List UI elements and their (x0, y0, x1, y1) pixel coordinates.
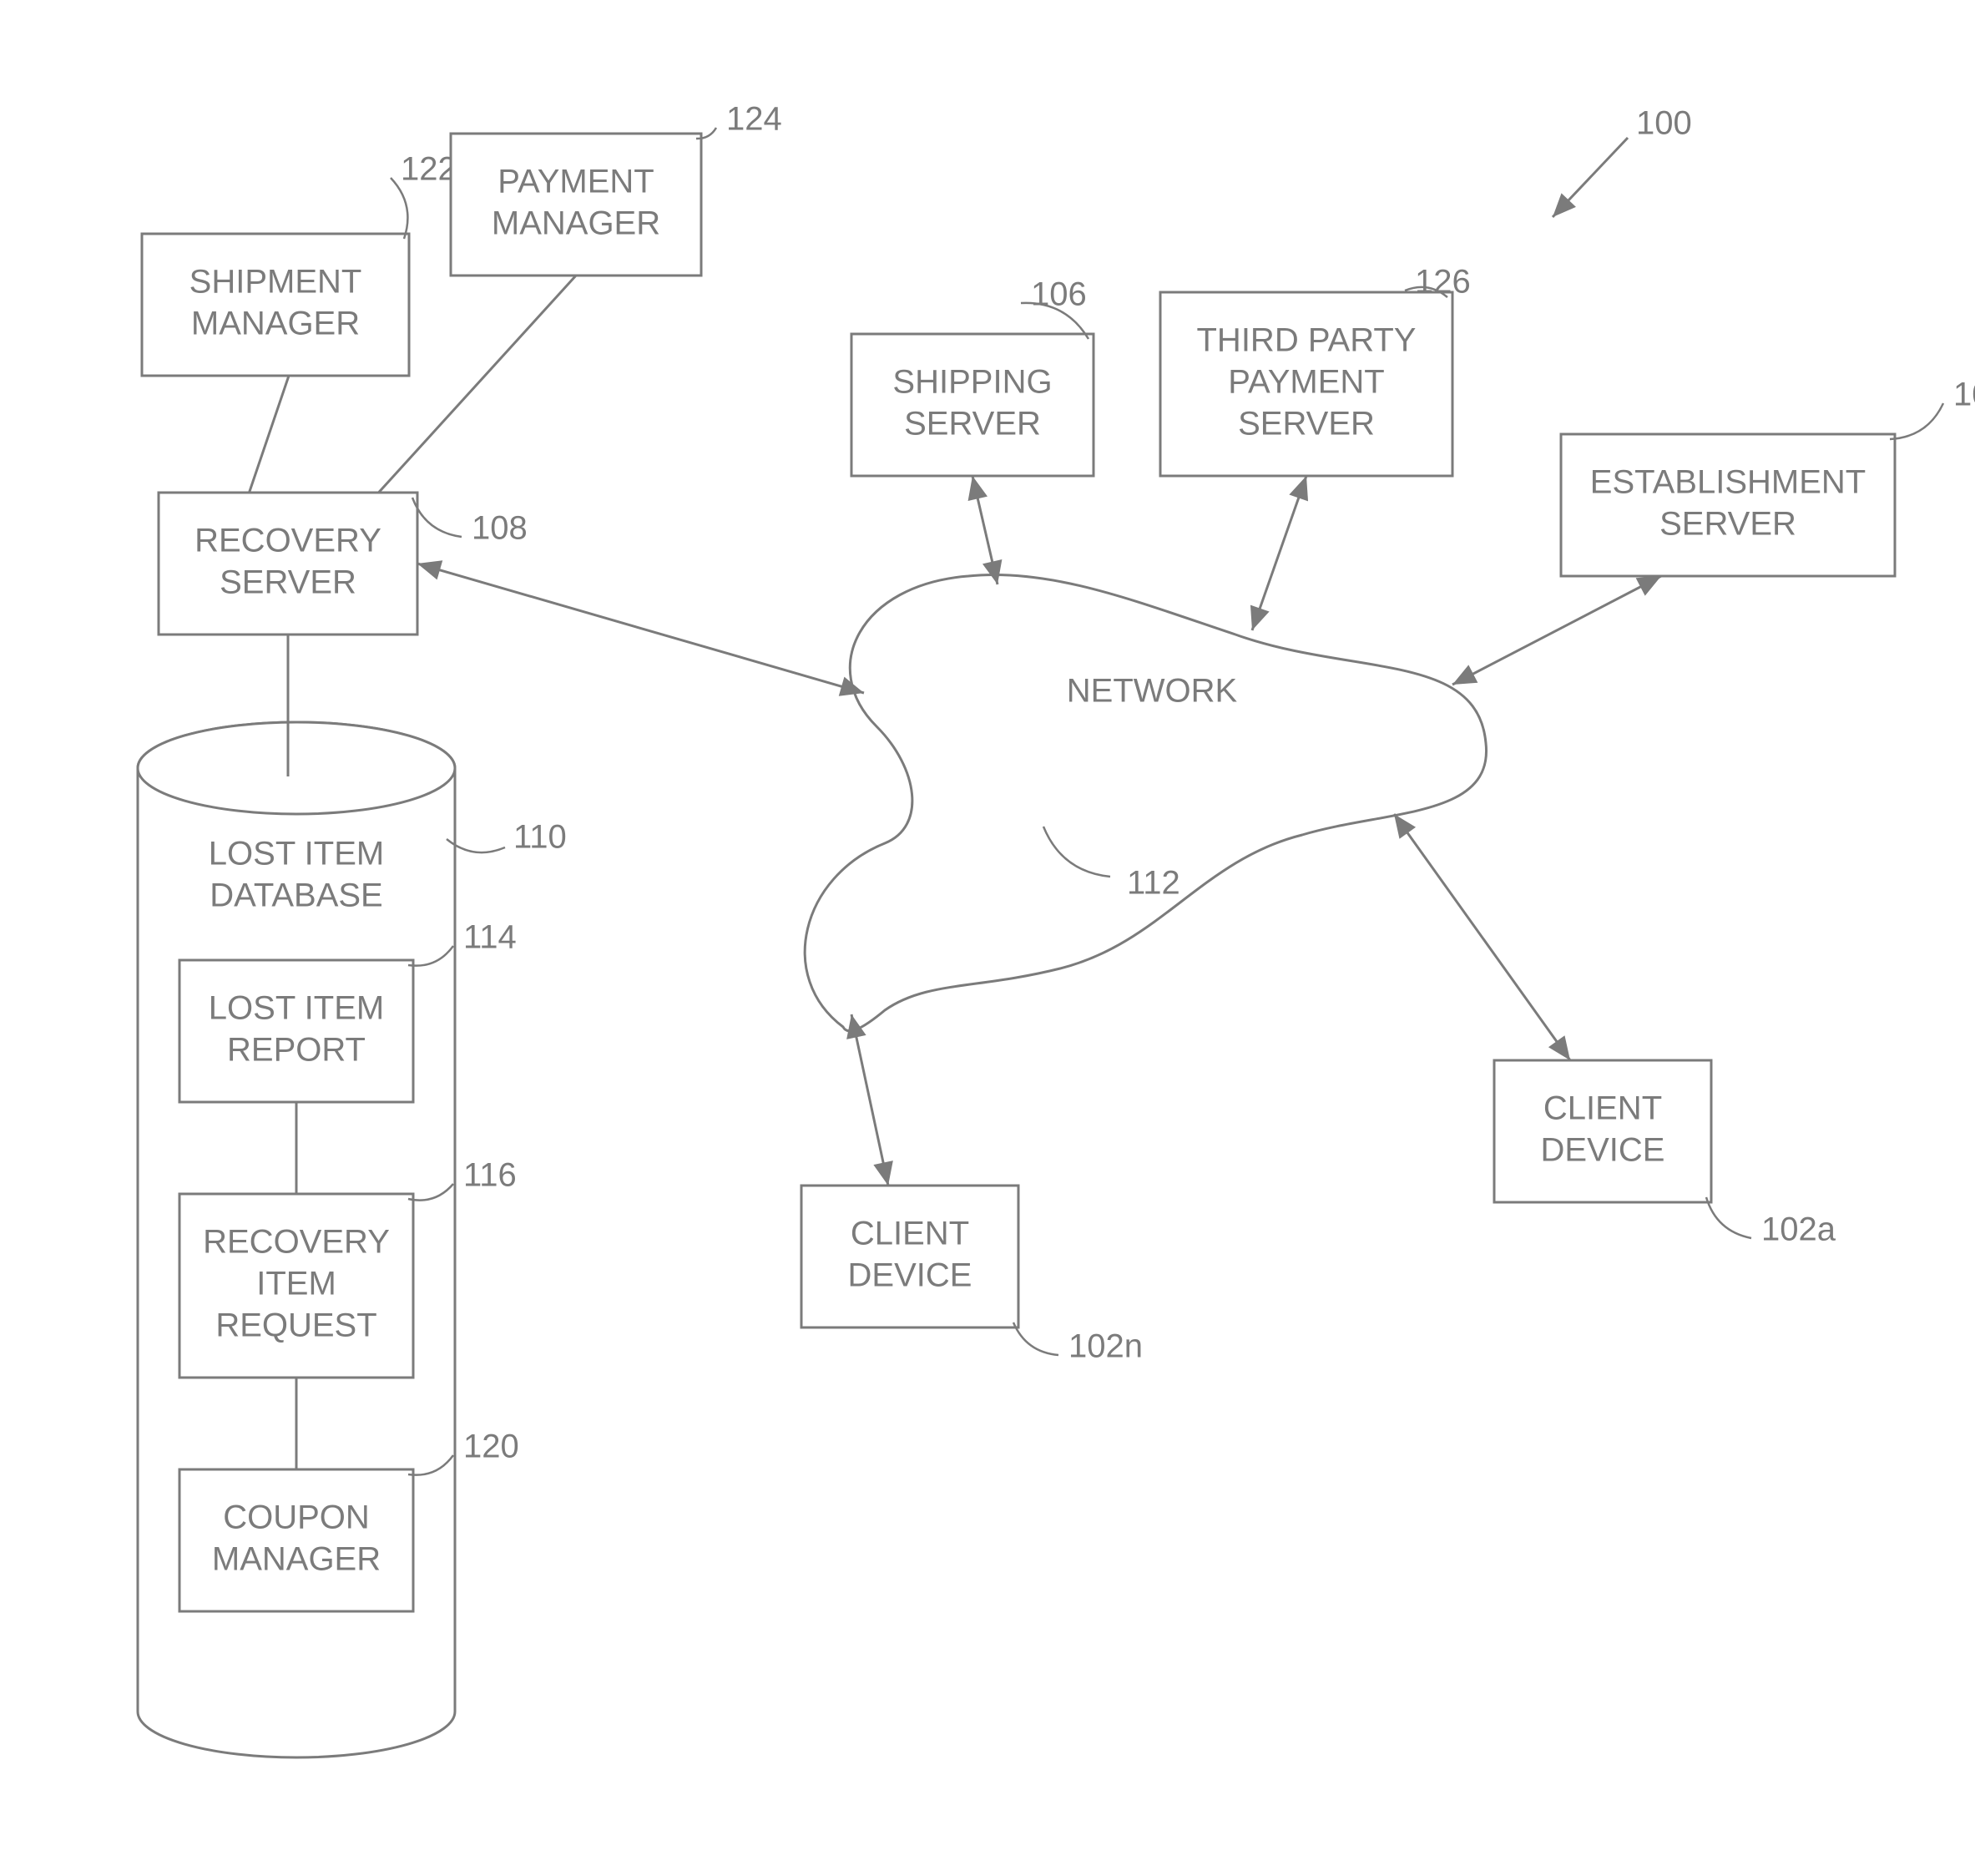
payment-manager-label: MANAGER (492, 205, 660, 242)
client-a-ref: 102a (1761, 1211, 1836, 1248)
establishment-ref: 104 (1953, 377, 1975, 413)
third-party-ref: 126 (1415, 264, 1471, 301)
recovery-request-label: REQUEST (215, 1307, 376, 1344)
shipping-server-label: SHIPPING (892, 364, 1052, 401)
establishment-label: ESTABLISHMENT (1590, 464, 1866, 501)
recovery-server-label: SERVER (220, 564, 356, 601)
shipping-server-label: SERVER (904, 406, 1041, 442)
lost-item-database-ref: 110 (513, 819, 567, 856)
recovery-server-ref: 108 (472, 510, 528, 547)
coupon-manager-ref: 120 (463, 1428, 519, 1465)
establishment-label: SERVER (1659, 506, 1796, 543)
svg-text:LOST ITEM: LOST ITEM (209, 836, 384, 872)
payment-manager-label: PAYMENT (498, 164, 654, 200)
third-party-label: PAYMENT (1228, 364, 1384, 401)
client-a-label: DEVICE (1541, 1132, 1665, 1169)
svg-text:DATABASE: DATABASE (210, 877, 382, 914)
shipment-manager-ref: 122 (401, 151, 457, 188)
edge (1452, 576, 1661, 685)
edge (851, 1014, 888, 1186)
edge (250, 376, 290, 493)
coupon-manager-label: COUPON (223, 1499, 370, 1536)
client-n-label: DEVICE (848, 1257, 972, 1294)
payment-manager-ref: 124 (726, 101, 782, 138)
shipping-server-ref: 106 (1031, 276, 1087, 313)
edge (417, 564, 864, 693)
edge (1394, 814, 1570, 1060)
lost-item-report-label: REPORT (227, 1032, 366, 1069)
third-party-label: SERVER (1238, 406, 1375, 442)
shipment-manager-label: SHIPMENT (189, 264, 362, 301)
recovery-server-label: RECOVERY (194, 523, 381, 559)
lost-item-report-label: LOST ITEM (209, 990, 384, 1027)
client-a-label: CLIENT (1543, 1090, 1662, 1127)
recovery-request-label: ITEM (256, 1266, 336, 1302)
network-label: NETWORK (1067, 673, 1238, 710)
edge (1252, 476, 1306, 630)
shipment-manager-label: MANAGER (191, 306, 360, 342)
client-n-label: CLIENT (851, 1216, 969, 1252)
lost-item-report-ref: 114 (463, 919, 517, 956)
recovery-request-ref: 116 (463, 1157, 517, 1194)
network-ref: 112 (1127, 865, 1180, 902)
figure-ref: 100 (1636, 105, 1692, 142)
third-party-label: THIRD PARTY (1197, 322, 1417, 359)
recovery-request-label: RECOVERY (203, 1224, 390, 1261)
client-n-ref: 102n (1068, 1328, 1143, 1365)
coupon-manager-label: MANAGER (212, 1541, 381, 1578)
network-cloud (805, 574, 1486, 1030)
